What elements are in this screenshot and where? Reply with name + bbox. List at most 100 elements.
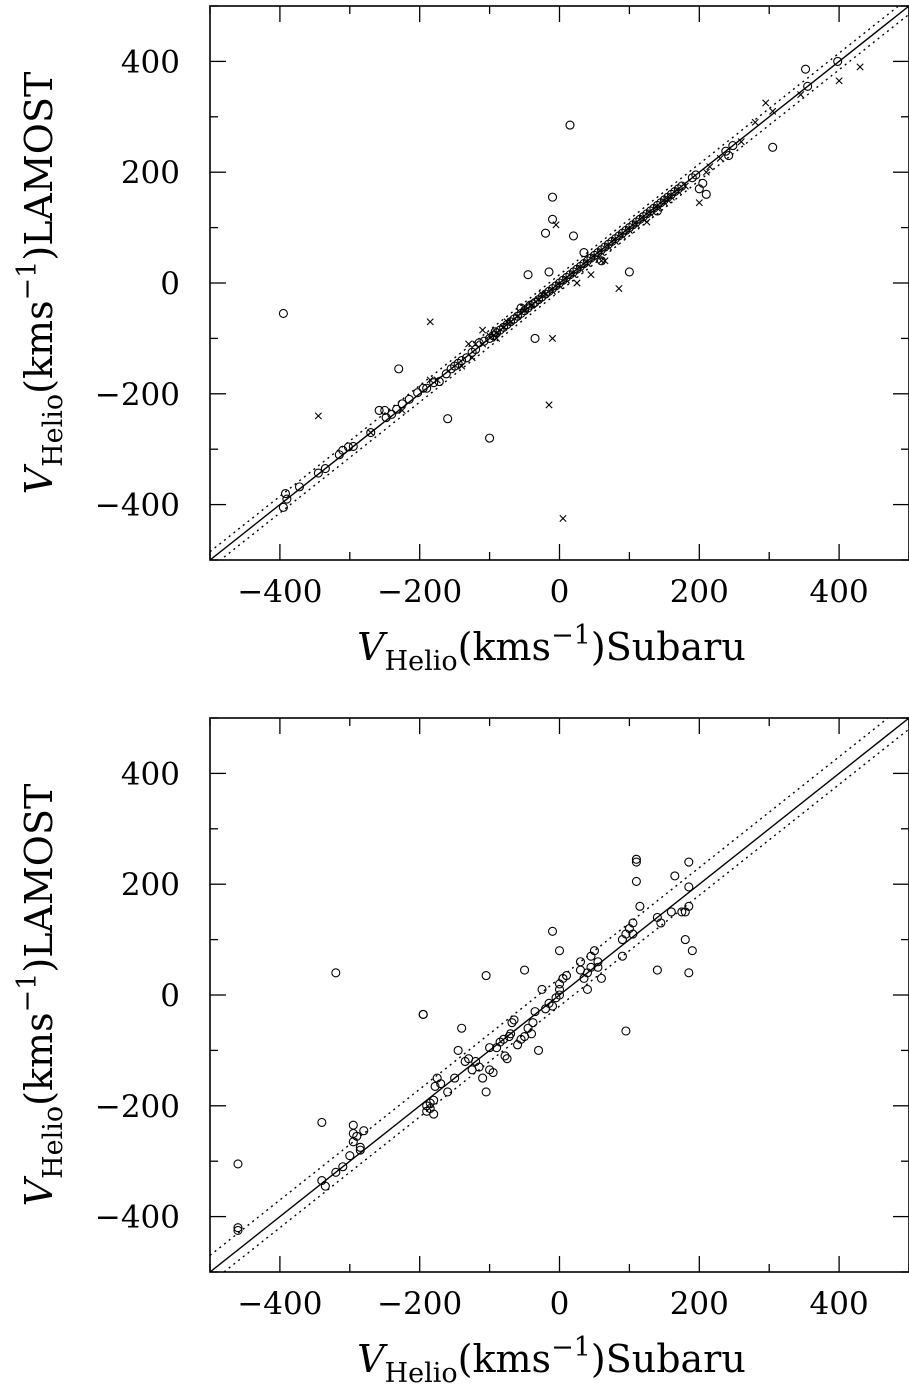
- cross-point: [479, 340, 487, 348]
- cross-point: [426, 318, 434, 326]
- circle-point: [509, 1015, 519, 1025]
- offset-dotted-line: [210, 6, 900, 553]
- cross-point: [398, 406, 406, 415]
- circle-point: [701, 189, 711, 199]
- circle-point: [352, 1131, 362, 1141]
- circle-point: [500, 1051, 510, 1061]
- y-tick-label: −400: [95, 488, 180, 524]
- circle-point: [684, 968, 694, 978]
- circle-point: [547, 1001, 558, 1011]
- cross-point: [618, 232, 626, 240]
- circle-point: [530, 333, 540, 343]
- y-tick-label: 0: [160, 266, 180, 302]
- circle-point: [800, 64, 811, 74]
- cross-point: [314, 412, 322, 420]
- offset-dotted-line: [219, 13, 909, 560]
- circle-point: [418, 383, 428, 393]
- cross-point: [583, 260, 592, 268]
- circle-point: [691, 170, 701, 180]
- circle-point: [724, 151, 734, 161]
- circle-point: [481, 971, 491, 981]
- circle-point: [554, 990, 565, 1000]
- cross-point: [590, 254, 599, 262]
- circle-point: [413, 388, 423, 398]
- circle-point: [359, 1126, 369, 1136]
- circle-point: [698, 178, 708, 188]
- circle-point: [728, 141, 738, 151]
- y-axis-label: VHelio(kms−1)LAMOST: [12, 72, 69, 495]
- cross-point: [493, 329, 501, 337]
- circle-point: [348, 1120, 358, 1130]
- cross-point: [534, 296, 543, 304]
- circle-point: [313, 468, 323, 478]
- circle-point: [481, 1087, 491, 1097]
- x-tick-label: −200: [377, 574, 462, 610]
- y-tick-label: 0: [160, 978, 180, 1014]
- circle-point: [523, 270, 533, 280]
- cross-point: [503, 318, 511, 326]
- circle-point: [628, 929, 638, 939]
- circle-point: [348, 441, 358, 451]
- circle-point: [768, 142, 778, 152]
- circle-point: [565, 120, 575, 130]
- circle-point: [635, 901, 645, 911]
- cross-point: [646, 210, 654, 218]
- y-tick-label: −200: [95, 377, 180, 413]
- circle-point: [453, 1045, 463, 1055]
- cross-point: [702, 168, 710, 176]
- cross-point: [835, 77, 843, 85]
- cross-point: [486, 332, 494, 340]
- cross-point: [674, 188, 682, 196]
- x-axis-label: VHelio(kms−1)Subaru: [357, 1332, 746, 1389]
- cross-point: [716, 154, 724, 162]
- cross-point: [601, 257, 609, 265]
- x-tick-label: −400: [237, 574, 322, 610]
- circle-point: [457, 1023, 467, 1033]
- cross-point: [604, 243, 613, 251]
- circle-point: [397, 399, 407, 409]
- reference-lines: [210, 718, 909, 1272]
- circle-point: [278, 502, 288, 512]
- circle-point: [631, 857, 641, 867]
- circle-point: [684, 882, 694, 892]
- circle-point: [528, 1018, 538, 1028]
- circle-point: [547, 214, 558, 224]
- cross-point: [706, 163, 714, 171]
- cross-point: [472, 340, 480, 348]
- cross-point: [367, 428, 375, 437]
- circle-point: [502, 1054, 512, 1064]
- circle-point: [670, 871, 680, 881]
- circle-point: [490, 327, 500, 337]
- circle-point: [575, 957, 586, 967]
- circle-point: [450, 1073, 460, 1083]
- circle-point: [485, 1043, 495, 1053]
- circle-point: [596, 973, 606, 983]
- cross-point: [426, 376, 434, 384]
- circle-point: [233, 1223, 243, 1233]
- x-axis-label: VHelio(kms−1)Subaru: [357, 620, 746, 677]
- cross-point: [797, 91, 805, 99]
- circle-point: [338, 1162, 348, 1172]
- x-tick-label: 0: [550, 574, 570, 610]
- data-points: [278, 56, 864, 523]
- circle-point: [544, 267, 554, 277]
- circle-point: [429, 1109, 439, 1119]
- cross-point: [458, 362, 466, 370]
- cross-point: [597, 248, 606, 257]
- circle-point: [294, 482, 305, 492]
- circle-point: [317, 1117, 327, 1127]
- y-tick-label: 400: [121, 756, 180, 792]
- circle-point: [833, 56, 843, 66]
- cross-point: [615, 284, 623, 293]
- cross-point: [769, 107, 777, 115]
- cross-point: [479, 326, 487, 334]
- cross-point: [559, 514, 567, 523]
- x-tick-label: 400: [810, 1286, 869, 1322]
- cross-point: [562, 276, 571, 284]
- circle-point: [418, 1009, 428, 1019]
- circle-point: [461, 353, 472, 363]
- cross-point: [513, 312, 522, 320]
- circle-point: [554, 946, 565, 956]
- circle-point: [355, 1145, 365, 1155]
- circle-point: [320, 1181, 330, 1191]
